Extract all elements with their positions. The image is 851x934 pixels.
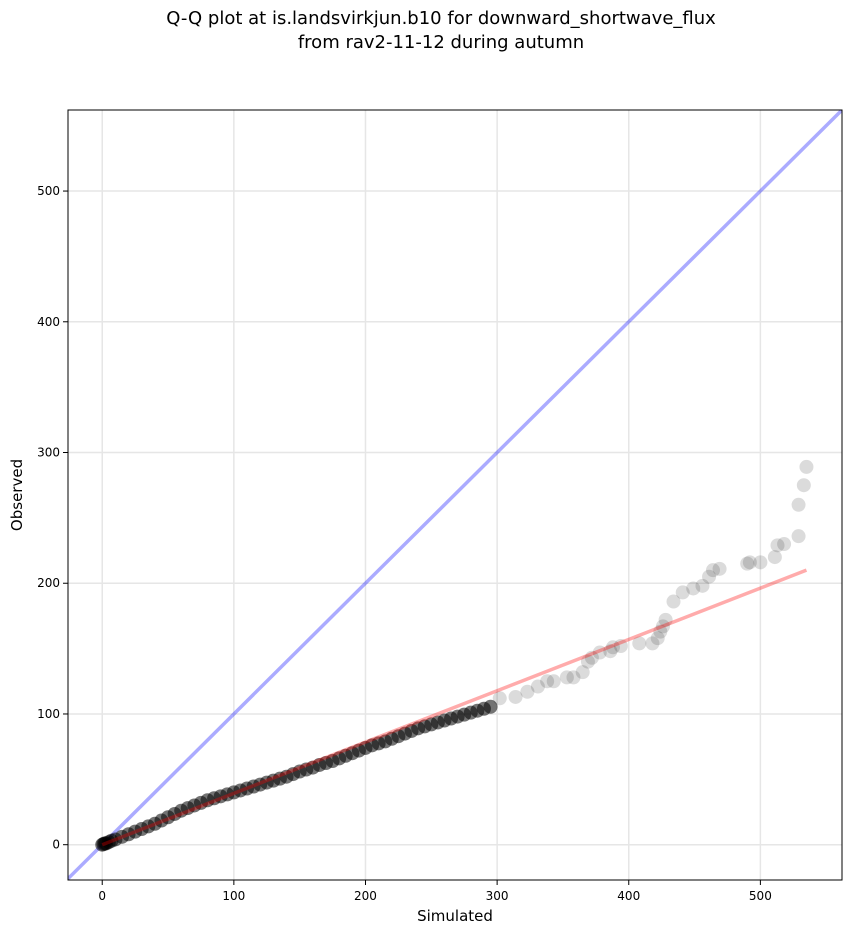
data-point [530,679,545,694]
y-axis-label: Observed [8,459,26,531]
x-tick-label: 0 [98,889,106,903]
data-point [695,578,710,593]
points [95,459,814,852]
y-tick-label: 500 [37,184,60,198]
y-tick-label: 200 [37,576,60,590]
data-point [483,699,498,714]
data-point [508,689,523,704]
data-point [742,555,757,570]
grid [68,110,842,880]
y-tick-label: 400 [37,315,60,329]
data-point [666,594,681,609]
x-tick-label: 100 [222,889,245,903]
data-point [492,691,507,706]
data-point [702,569,717,584]
fit-line [101,568,808,847]
data-point [546,674,561,689]
x-tick-label: 500 [749,889,772,903]
data-point [632,636,647,651]
x-tick-label: 300 [486,889,509,903]
data-point [770,538,785,553]
data-point [566,670,581,685]
data-point [650,631,665,646]
x-axis-ticks: 0 100 200 300 400 500 [98,880,772,903]
data-point [580,654,595,669]
x-tick-label: 400 [617,889,640,903]
data-point [796,478,811,493]
data-point [791,497,806,512]
data-point [777,537,792,552]
y-tick-label: 300 [37,446,60,460]
y-tick-label: 100 [37,707,60,721]
data-point [559,670,574,685]
y-tick-label: 0 [52,838,60,852]
data-point [753,555,768,570]
data-point [675,585,690,600]
data-point [592,645,607,660]
data-point [520,684,535,699]
data-point [686,581,701,596]
data-point [767,550,782,565]
data-point [706,563,720,578]
chart-title-line2: from rav2-11-12 during autumn [298,32,584,53]
data-point [658,612,673,627]
plot-frame [67,109,843,881]
chart-title-line1: Q-Q plot at is.landsvirkjun.b10 for down… [166,8,716,29]
data-point [791,529,806,544]
data-point [605,640,620,655]
data-point [603,644,618,659]
x-tick-label: 200 [354,889,377,903]
y-axis-ticks: 0 100 200 300 400 500 [37,184,68,852]
data-point [712,561,727,576]
data-point [575,665,590,680]
data-point [613,638,628,653]
data-point [799,459,814,474]
data-point [653,624,668,639]
x-axis-label: Simulated [417,907,493,925]
data-point [740,556,755,571]
data-point [540,674,555,689]
data-point [655,619,670,634]
data-point [645,636,660,651]
reference-line [68,110,842,880]
data-point [584,650,599,665]
